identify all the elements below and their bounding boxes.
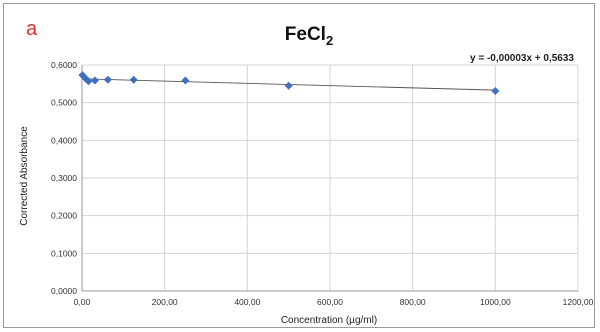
- axis-layer: [81, 65, 578, 292]
- y-tick-label: 0,0000: [51, 286, 77, 296]
- panel-label: a: [26, 18, 38, 40]
- chart-svg: a FeCl2 y = -0,00003x + 0,5633 Corrected…: [19, 18, 594, 326]
- x-tick-label: 1200,00: [563, 297, 594, 307]
- point-layer: [78, 71, 500, 95]
- x-tick-label: 1000,00: [480, 297, 511, 307]
- x-tick-label: 600,00: [317, 297, 343, 307]
- data-point: [284, 81, 293, 90]
- y-axis-title: Corrected Absorbance: [19, 126, 30, 226]
- x-tick-label: 0,00: [74, 297, 91, 307]
- tick-layer: 0,0000 0,1000 0,2000 0,3000 0,4000 0,5000 0,60…: [51, 60, 594, 307]
- grid-layer: [82, 64, 579, 291]
- data-point: [103, 75, 112, 84]
- data-point: [84, 77, 93, 86]
- y-tick-label: 0,1000: [51, 248, 77, 258]
- data-point: [181, 76, 190, 85]
- x-tick-label: 800,00: [400, 297, 426, 307]
- y-tick-label: 0,3000: [51, 173, 77, 183]
- data-point: [491, 86, 500, 95]
- y-tick-label: 0,6000: [51, 60, 77, 70]
- trendline-equation: y = -0,00003x + 0,5633: [470, 53, 574, 64]
- y-tick-label: 0,2000: [51, 211, 77, 221]
- x-axis-title: Concentration (µg/ml): [281, 315, 377, 326]
- data-point: [90, 76, 99, 85]
- chart-title-main: FeCl: [285, 24, 326, 45]
- chart-frame: a FeCl2 y = -0,00003x + 0,5633 Corrected…: [3, 3, 595, 328]
- y-tick-label: 0,5000: [51, 98, 77, 108]
- x-tick-label: 200,00: [152, 297, 178, 307]
- chart-title-subscript: 2: [326, 33, 333, 48]
- data-point: [129, 75, 138, 84]
- x-tick-label: 400,00: [234, 297, 260, 307]
- y-tick-label: 0,4000: [51, 135, 77, 145]
- chart-title: FeCl2: [285, 24, 333, 48]
